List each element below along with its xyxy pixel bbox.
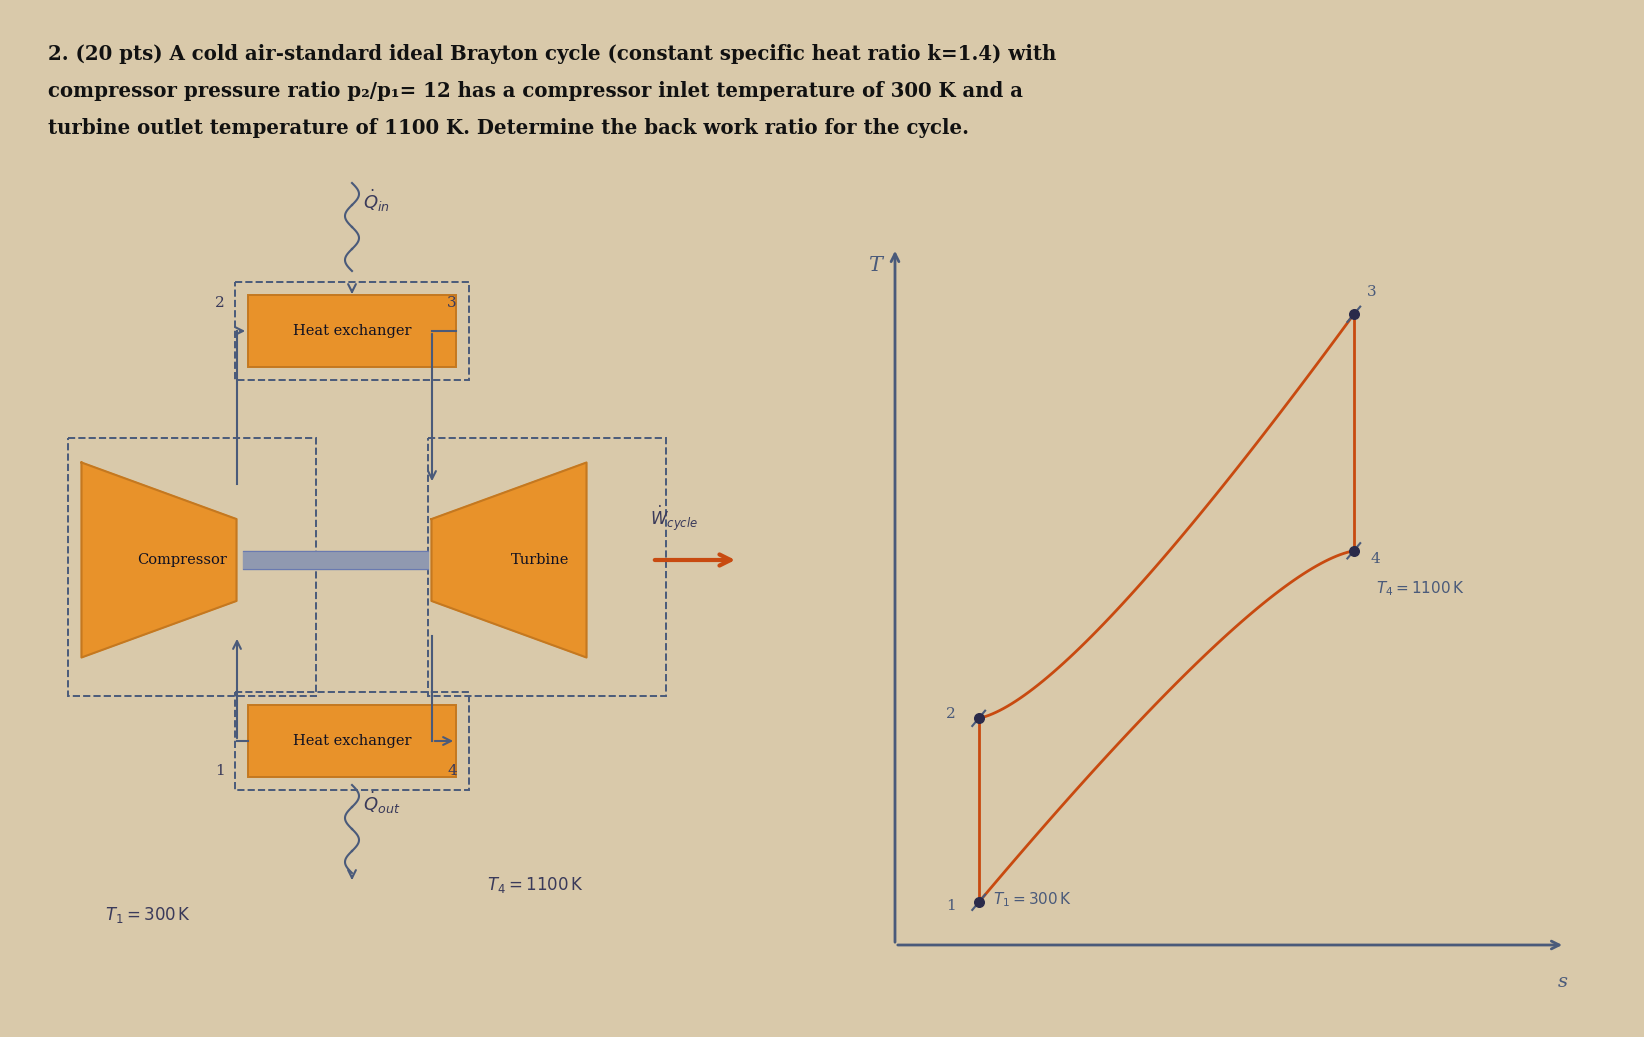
Text: compressor pressure ratio p₂/p₁= 12 has a compressor inlet temperature of 300 K : compressor pressure ratio p₂/p₁= 12 has … xyxy=(48,81,1023,101)
Text: $T_4 = 1100\,\mathrm{K}$: $T_4 = 1100\,\mathrm{K}$ xyxy=(487,875,584,895)
Point xyxy=(965,710,991,727)
Text: s: s xyxy=(1559,973,1568,991)
Text: $\dot{W}_{cycle}$: $\dot{W}_{cycle}$ xyxy=(649,504,699,533)
Text: Heat exchanger: Heat exchanger xyxy=(293,324,411,338)
FancyBboxPatch shape xyxy=(248,705,455,777)
Text: Heat exchanger: Heat exchanger xyxy=(293,734,411,748)
Text: T: T xyxy=(868,256,881,275)
Polygon shape xyxy=(82,463,237,657)
Point xyxy=(1340,542,1366,559)
Text: $T_1 = 300\,\mathrm{K}$: $T_1 = 300\,\mathrm{K}$ xyxy=(105,905,191,925)
FancyBboxPatch shape xyxy=(248,295,455,367)
Text: Compressor: Compressor xyxy=(136,553,227,567)
Text: 3: 3 xyxy=(447,296,457,310)
Text: 4: 4 xyxy=(447,764,457,778)
Point xyxy=(965,894,991,910)
Text: 1: 1 xyxy=(215,764,225,778)
Text: 4: 4 xyxy=(1371,552,1381,566)
Polygon shape xyxy=(431,463,587,657)
Text: 2. (20 pts) A cold air-standard ideal Brayton cycle (constant specific heat rati: 2. (20 pts) A cold air-standard ideal Br… xyxy=(48,44,1057,64)
Text: 3: 3 xyxy=(1368,285,1376,300)
Text: 2: 2 xyxy=(215,296,225,310)
Text: $T_1 = 300\,\mathrm{K}$: $T_1 = 300\,\mathrm{K}$ xyxy=(993,890,1072,908)
Text: $\dot{Q}_{out}$: $\dot{Q}_{out}$ xyxy=(363,790,401,816)
Text: $T_4 = 1100\,\mathrm{K}$: $T_4 = 1100\,\mathrm{K}$ xyxy=(1376,579,1465,597)
Text: 1: 1 xyxy=(945,899,955,914)
Text: 2: 2 xyxy=(945,707,955,722)
Point xyxy=(1340,306,1366,323)
Text: Turbine: Turbine xyxy=(511,553,569,567)
Text: $\dot{Q}_{in}$: $\dot{Q}_{in}$ xyxy=(363,188,390,215)
Text: turbine outlet temperature of 1100 K. Determine the back work ratio for the cycl: turbine outlet temperature of 1100 K. De… xyxy=(48,118,968,138)
